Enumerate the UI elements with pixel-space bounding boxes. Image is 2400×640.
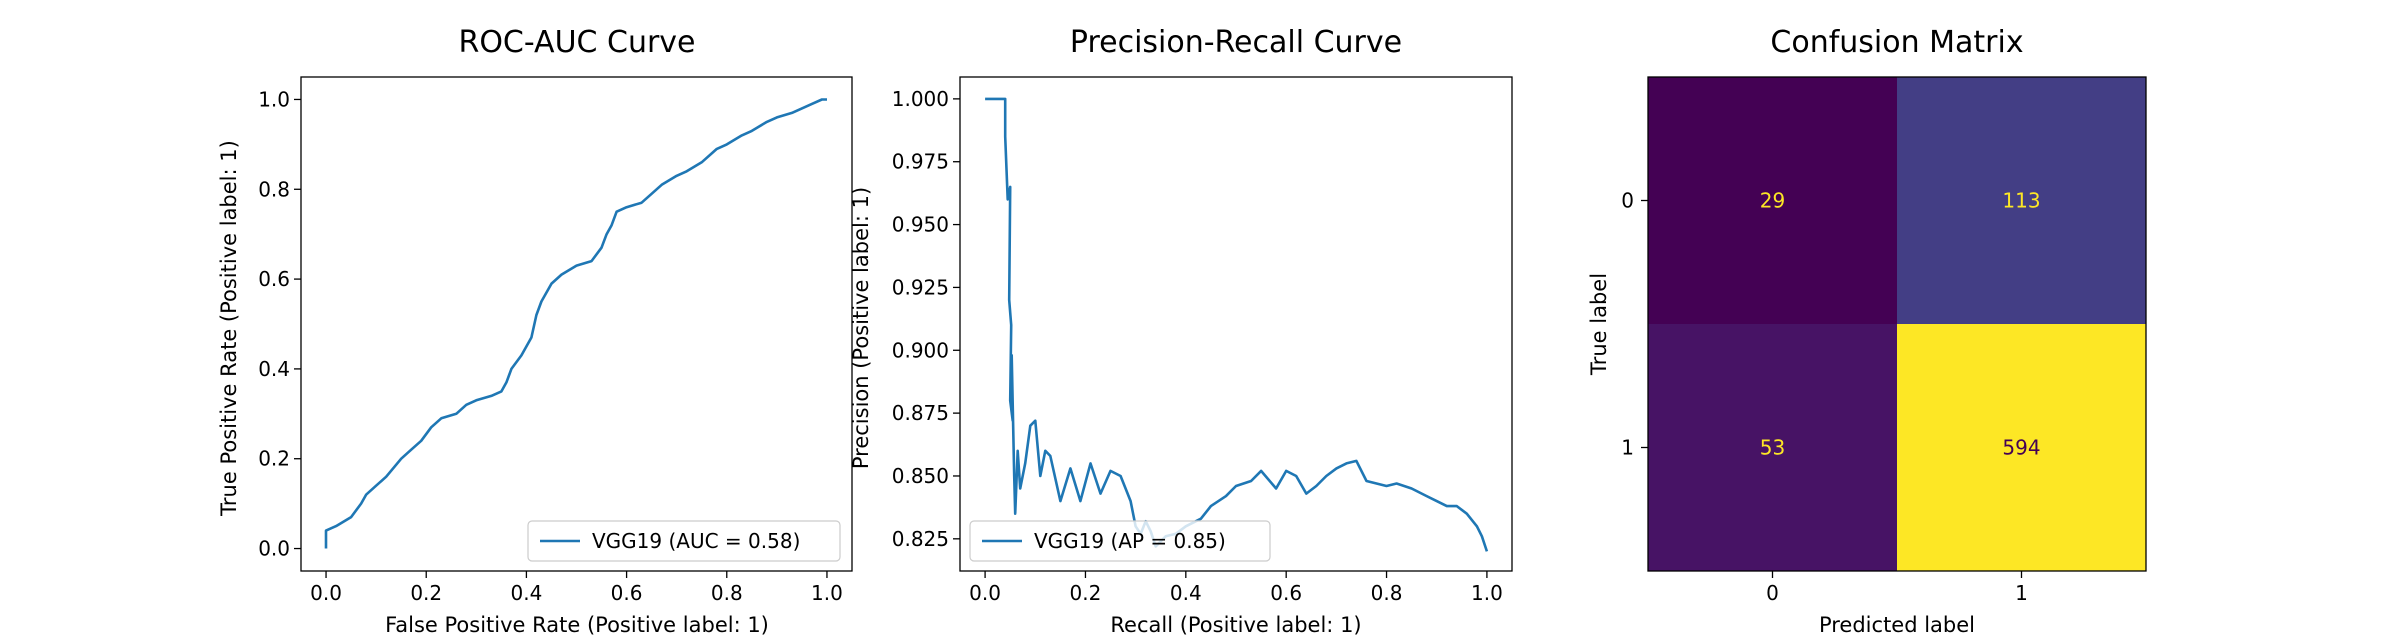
cm-cell [1648, 77, 1897, 324]
pr-ytick-label: 0.825 [892, 527, 949, 551]
pr-ytick-label: 0.925 [892, 275, 949, 299]
roc-ytick-label: 0.6 [258, 267, 290, 291]
roc-ytick-label: 0.0 [258, 537, 290, 561]
pr-title: Precision-Recall Curve [1070, 25, 1402, 60]
confusion-matrix-chart: Confusion Matrix Predicted label True la… [1587, 25, 2147, 637]
cm-cell [1648, 324, 1897, 571]
pr-ytick-label: 0.850 [892, 464, 949, 488]
roc-ytick-label: 0.8 [258, 177, 290, 201]
pr-ytick-label: 1.000 [892, 87, 949, 111]
cm-xlabel: Predicted label [1819, 613, 1975, 637]
cm-cell-value: 594 [2002, 436, 2040, 460]
pr-legend-label: VGG19 (AP = 0.85) [1034, 529, 1226, 553]
cm-cell-value: 29 [1760, 189, 1785, 213]
cm-xtick-label: 1 [2015, 581, 2028, 605]
pr-series-line [985, 97, 1489, 552]
cm-cell-value: 113 [2002, 189, 2040, 213]
roc-ytick-label: 0.4 [258, 357, 290, 381]
roc-series-line [324, 98, 827, 549]
pr-ytick-label: 0.975 [892, 150, 949, 174]
pr-ytick-label: 0.900 [892, 338, 949, 362]
cm-ylabel: True label [1587, 273, 1611, 376]
cm-ytick-label: 0 [1621, 189, 1634, 213]
roc-auc-chart: ROC-AUC Curve False Positive Rate (Posit… [217, 25, 853, 637]
roc-xtick-label: 0.8 [711, 581, 743, 605]
pr-xtick-label: 0.4 [1170, 581, 1202, 605]
cm-title: Confusion Matrix [1770, 25, 2023, 60]
pr-xtick-label: 1.0 [1471, 581, 1503, 605]
pr-legend-box [969, 520, 1271, 562]
cm-ytick-label: 1 [1621, 436, 1634, 460]
roc-ytick-label: 0.2 [258, 447, 290, 471]
roc-legend-label: VGG19 (AUC = 0.58) [592, 529, 800, 553]
roc-xtick-label: 0.6 [611, 581, 643, 605]
roc-title: ROC-AUC Curve [458, 25, 695, 60]
roc-ytick-label: 1.0 [258, 87, 290, 111]
cm-xtick-label: 0 [1766, 581, 1779, 605]
roc-ylabel: True Positive Rate (Positive label: 1) [217, 140, 241, 517]
pr-ytick-label: 0.950 [892, 213, 949, 237]
roc-xtick-label: 0.2 [410, 581, 442, 605]
pr-ytick-label: 0.875 [892, 401, 949, 425]
pr-ylabel: Precision (Positive label: 1) [849, 187, 873, 469]
cm-cell [1897, 324, 2146, 571]
pr-xtick-label: 0.0 [969, 581, 1001, 605]
roc-legend-box [527, 520, 841, 562]
cm-cell [1897, 77, 2146, 324]
roc-plot-frame [300, 76, 853, 572]
roc-xtick-label: 0.0 [310, 581, 342, 605]
pr-xlabel: Recall (Positive label: 1) [1110, 613, 1361, 637]
roc-xtick-label: 0.4 [511, 581, 543, 605]
cm-cell-value: 53 [1760, 436, 1785, 460]
pr-xtick-label: 0.2 [1070, 581, 1102, 605]
pr-plot-frame [959, 76, 1513, 572]
pr-xtick-label: 0.6 [1270, 581, 1302, 605]
roc-xlabel: False Positive Rate (Positive label: 1) [385, 613, 769, 637]
cm-plot-frame [1647, 76, 2147, 572]
pr-xtick-label: 0.8 [1371, 581, 1403, 605]
roc-xtick-label: 1.0 [811, 581, 843, 605]
precision-recall-chart: Precision-Recall Curve Recall (Positive … [849, 25, 1513, 637]
